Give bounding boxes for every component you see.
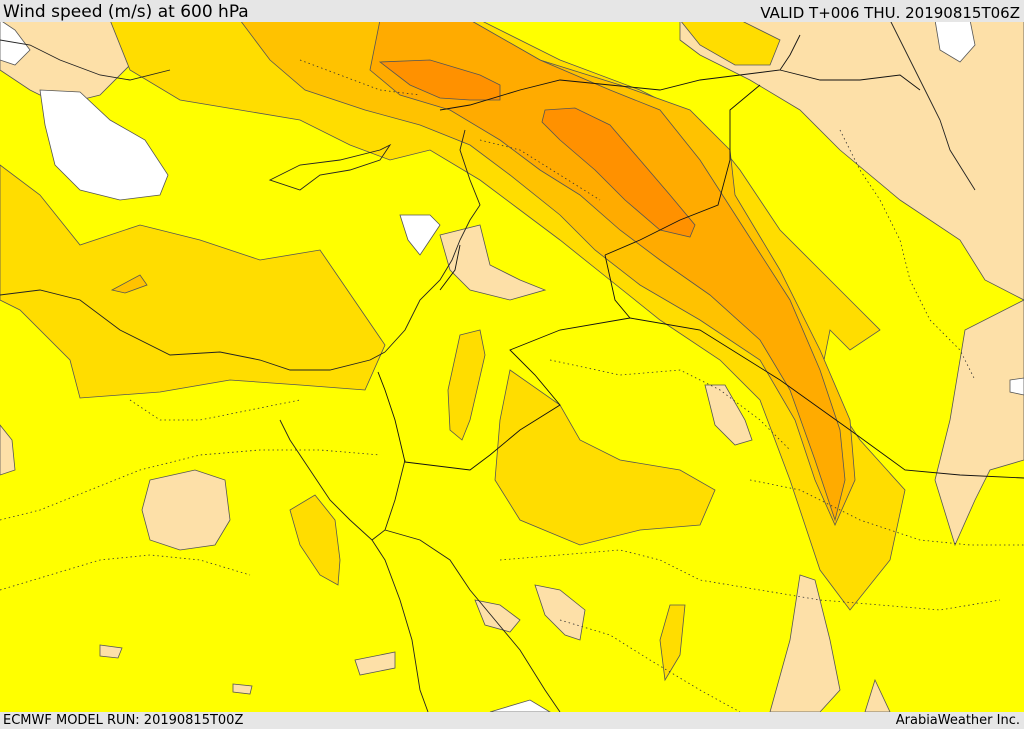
coast-caspian bbox=[889, 19, 976, 191]
border-saudi-iraq bbox=[629, 317, 1024, 479]
admin-6 bbox=[749, 479, 1024, 546]
jet-max-south bbox=[541, 107, 696, 238]
low-wind-west-edge bbox=[0, 424, 16, 476]
low-wind-south-3 bbox=[769, 574, 841, 713]
footer-bar bbox=[0, 712, 1024, 729]
low-wind-south-4 bbox=[354, 651, 396, 676]
admin-10 bbox=[129, 399, 301, 421]
low-wind-south-1 bbox=[534, 584, 586, 641]
max-wind-areas bbox=[378, 59, 696, 238]
model-run-label: ECMWF MODEL RUN: 20190815T00Z bbox=[3, 713, 244, 728]
border-egypt-israel bbox=[377, 371, 406, 463]
border-syria-lebanon bbox=[439, 244, 461, 291]
admin-3 bbox=[549, 359, 791, 451]
jet-core-outer bbox=[239, 19, 856, 526]
band-west-mediterranean bbox=[0, 164, 386, 399]
admin-7 bbox=[299, 59, 421, 96]
country-borders bbox=[377, 34, 1024, 479]
low-wind-south-6 bbox=[99, 644, 123, 659]
band-south-small bbox=[659, 604, 686, 682]
low-wind-desert-patch bbox=[704, 384, 753, 446]
border-syria-iraq bbox=[604, 84, 761, 256]
water-levant-coast bbox=[399, 214, 441, 256]
coast-levant bbox=[384, 129, 481, 353]
coastlines bbox=[0, 19, 976, 713]
coast-cyprus bbox=[268, 143, 392, 191]
jet-west-patch bbox=[110, 274, 148, 294]
water-sea-of-marmara bbox=[39, 89, 169, 201]
band-east-arabia bbox=[494, 369, 716, 546]
map-title: Wind speed (m/s) at 600 hPa bbox=[3, 2, 249, 22]
admin-1 bbox=[0, 449, 381, 521]
header-bar bbox=[0, 0, 1024, 22]
band-red-sea bbox=[289, 494, 341, 586]
border-jordan-iraq bbox=[604, 254, 631, 319]
admin-9 bbox=[559, 619, 741, 713]
border-jordan-saudi bbox=[404, 317, 631, 471]
coast-turkey-south bbox=[0, 289, 386, 371]
low-wind-areas bbox=[0, 19, 1024, 713]
low-wind-south-2 bbox=[474, 599, 521, 633]
valid-time-label: VALID T+006 THU. 20190815T06Z bbox=[760, 4, 1020, 22]
coast-sinai-gulf bbox=[279, 419, 406, 541]
strong-wind-areas bbox=[110, 19, 856, 526]
admin-4 bbox=[499, 549, 1001, 611]
admin-boundaries bbox=[0, 59, 1024, 713]
water-east-dot bbox=[1009, 377, 1024, 396]
low-wind-east-edge bbox=[934, 299, 1024, 547]
low-wind-west-desert bbox=[141, 469, 231, 551]
admin-5 bbox=[839, 129, 976, 381]
coast-aqaba bbox=[384, 529, 561, 713]
credit-label: ArabiaWeather Inc. bbox=[895, 713, 1020, 728]
jet-max-north bbox=[378, 59, 501, 101]
band-jordan-strip bbox=[447, 329, 486, 441]
low-wind-northeast bbox=[679, 19, 1024, 301]
low-wind-levant bbox=[439, 224, 547, 301]
coast-red-sea bbox=[371, 539, 429, 713]
border-syria-turkey bbox=[439, 34, 801, 111]
border-turkey-iraq bbox=[779, 69, 921, 91]
low-wind-south-7 bbox=[232, 683, 253, 695]
coast-black-sea bbox=[0, 39, 171, 81]
